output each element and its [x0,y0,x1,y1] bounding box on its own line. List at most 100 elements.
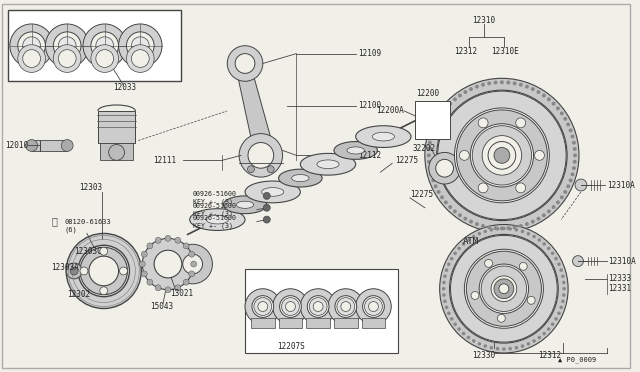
Circle shape [482,136,522,175]
Circle shape [573,153,577,157]
Circle shape [491,276,516,302]
Circle shape [363,296,385,317]
Circle shape [18,32,45,60]
Circle shape [23,37,40,55]
Circle shape [462,332,465,335]
Circle shape [502,347,506,351]
Circle shape [532,235,536,238]
Text: ATM: ATM [462,237,479,246]
Circle shape [572,141,576,145]
Circle shape [561,299,564,303]
Circle shape [543,242,546,246]
Circle shape [573,160,577,164]
Circle shape [248,166,255,173]
Circle shape [458,93,462,97]
Bar [245,269,398,353]
Circle shape [53,45,81,73]
Circle shape [462,242,465,246]
Circle shape [427,160,431,164]
Circle shape [66,263,82,279]
Circle shape [483,230,487,233]
Circle shape [96,37,114,55]
Circle shape [443,299,447,303]
Text: 12310E: 12310E [491,47,519,56]
Text: 12331: 12331 [609,284,632,293]
Circle shape [109,144,125,160]
Text: 12333: 12333 [609,275,632,283]
Circle shape [436,117,440,121]
Ellipse shape [278,169,322,187]
Circle shape [472,339,476,343]
Text: 12302: 12302 [67,290,90,299]
Circle shape [175,285,180,291]
Circle shape [556,201,560,204]
Circle shape [561,275,564,278]
Circle shape [467,238,470,242]
Circle shape [155,285,161,291]
Circle shape [483,344,487,348]
Circle shape [487,81,491,85]
Circle shape [557,263,561,266]
Ellipse shape [356,126,411,147]
Circle shape [463,90,467,94]
Bar [362,318,385,328]
Circle shape [467,336,470,339]
Circle shape [436,90,567,221]
Bar [100,142,133,160]
Circle shape [254,298,272,315]
Circle shape [425,78,579,232]
Circle shape [532,339,536,343]
Circle shape [543,332,546,335]
Circle shape [506,226,510,230]
Circle shape [566,122,570,126]
Circle shape [453,209,457,214]
Circle shape [527,342,530,346]
Text: 12033: 12033 [114,83,137,92]
Circle shape [263,192,270,199]
Circle shape [551,251,554,255]
Circle shape [227,46,263,81]
Ellipse shape [236,201,253,208]
Text: 12275: 12275 [410,190,433,199]
Circle shape [245,289,280,324]
Circle shape [494,279,514,299]
Circle shape [70,267,78,275]
Circle shape [18,45,45,73]
Text: 00926-51600: 00926-51600 [193,203,237,209]
Text: 12010: 12010 [5,141,28,150]
Circle shape [268,166,274,173]
Circle shape [443,275,447,278]
Circle shape [519,262,527,270]
Circle shape [131,49,149,67]
Text: KEY +- (3): KEY +- (3) [193,211,233,217]
Circle shape [191,261,196,267]
Text: KEY +- (3): KEY +- (3) [193,199,233,205]
Circle shape [519,224,523,228]
Circle shape [140,261,145,267]
Circle shape [10,24,53,67]
Circle shape [189,271,195,277]
Circle shape [427,153,431,157]
Circle shape [165,287,171,293]
Text: 13021: 13021 [170,289,193,298]
Circle shape [309,298,327,315]
Text: 32202: 32202 [413,144,436,153]
Circle shape [534,150,545,160]
Circle shape [285,302,296,311]
Circle shape [436,190,440,194]
Circle shape [559,306,563,309]
Circle shape [365,298,382,315]
Ellipse shape [262,187,284,196]
Circle shape [478,118,488,128]
Circle shape [477,232,481,235]
Circle shape [570,172,575,176]
Circle shape [454,108,549,203]
Circle shape [563,117,567,121]
Circle shape [155,237,161,243]
Text: 12310A: 12310A [609,257,636,266]
Circle shape [440,195,444,199]
Circle shape [469,87,473,91]
Ellipse shape [206,215,228,224]
Circle shape [307,296,329,317]
Circle shape [560,112,564,115]
